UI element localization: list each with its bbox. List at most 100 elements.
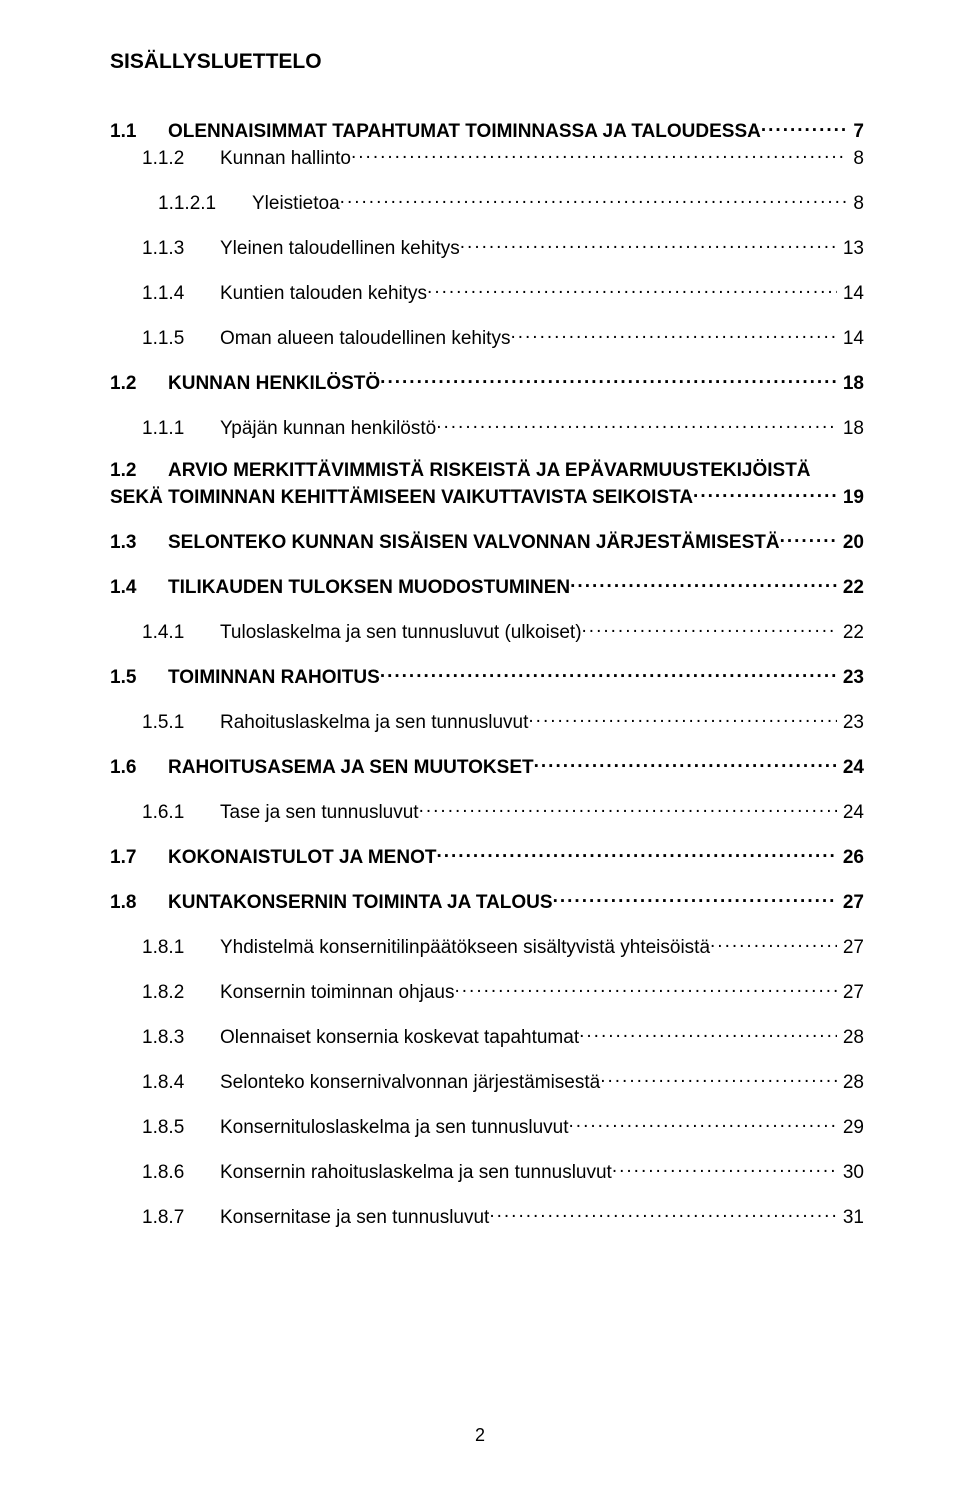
toc-leader-dots [340, 190, 848, 209]
toc-leader-dots [761, 118, 848, 137]
toc-entry: 1.2 ARVIO MERKITTÄVIMMISTÄ RISKEISTÄ JA … [110, 460, 864, 482]
toc-label: KUNNAN HENKILÖSTÖ [168, 373, 380, 395]
toc-leader-dots [427, 280, 837, 299]
toc-label: Yhdistelmä konsernitilinpäätökseen sisäl… [220, 937, 710, 959]
toc-pagenum: 26 [837, 847, 864, 869]
toc-entry: 1.5 TOIMINNAN RAHOITUS 23 [110, 664, 864, 689]
toc-pagenum: 18 [837, 373, 864, 395]
toc-leader-dots [489, 1204, 837, 1223]
toc-leader-dots [569, 1114, 837, 1133]
toc-leader-dots [351, 145, 847, 164]
toc-label: SELONTEKO KUNNAN SISÄISEN VALVONNAN JÄRJ… [168, 532, 780, 554]
toc-label: RAHOITUSASEMA JA SEN MUUTOKSET [168, 757, 534, 779]
toc-label: Yleinen taloudellinen kehitys [220, 238, 460, 260]
toc-label: Oman alueen taloudellinen kehitys [220, 328, 510, 350]
toc-pagenum: 19 [837, 487, 864, 509]
toc-leader-dots [436, 844, 836, 863]
toc-number: 1.8.6 [110, 1162, 220, 1184]
toc-leader-dots [534, 754, 837, 773]
toc-label: Rahoituslaskelma ja sen tunnusluvut [220, 712, 528, 734]
toc-label: SEKÄ TOIMINNAN KEHITTÄMISEEN VAIKUTTAVIS… [110, 487, 693, 509]
toc-pagenum: 27 [837, 937, 864, 959]
toc-number: 1.1 [110, 121, 168, 143]
toc-label: KOKONAISTULOT JA MENOT [168, 847, 436, 869]
toc-number: 1.2 [110, 460, 168, 482]
toc-number: 1.5.1 [110, 712, 220, 734]
toc-leader-dots [710, 934, 837, 953]
toc-leader-dots [582, 619, 837, 638]
toc-leader-dots [693, 484, 837, 503]
toc-entry: 1.8.5 Konsernituloslaskelma ja sen tunnu… [110, 1114, 864, 1139]
toc-entry: 1.1.2.1 Yleistietoa 8 [110, 190, 864, 215]
toc-pagenum: 24 [837, 802, 864, 824]
toc-leader-dots [570, 574, 837, 593]
toc-number: 1.4 [110, 577, 168, 599]
toc-label: Yleistietoa [252, 193, 340, 215]
toc-number: 1.8.3 [110, 1027, 220, 1049]
toc-entry: 1.6.1 Tase ja sen tunnusluvut 24 [110, 799, 864, 824]
toc-number: 1.8.1 [110, 937, 220, 959]
toc-leader-dots [510, 325, 836, 344]
toc-pagenum: 14 [837, 283, 864, 305]
toc-number: 1.8 [110, 892, 168, 914]
toc-number: 1.1.2.1 [110, 193, 252, 215]
toc-leader-dots [436, 415, 837, 434]
toc-label: Kuntien talouden kehitys [220, 283, 427, 305]
toc-label: Konsernin rahoituslaskelma ja sen tunnus… [220, 1162, 612, 1184]
toc-leader-dots [553, 889, 837, 908]
toc-pagenum: 23 [837, 712, 864, 734]
toc-entry: 1.8.1 Yhdistelmä konsernitilinpäätökseen… [110, 934, 864, 959]
toc-label: ARVIO MERKITTÄVIMMISTÄ RISKEISTÄ JA EPÄV… [168, 460, 811, 482]
toc-entry: 1.1.1 Ypäjän kunnan henkilöstö 18 [110, 415, 864, 440]
toc-leader-dots [528, 709, 836, 728]
toc-pagenum: 14 [837, 328, 864, 350]
toc-entry: 1.1.5 Oman alueen taloudellinen kehitys … [110, 325, 864, 350]
toc-pagenum: 7 [847, 121, 864, 143]
toc-entry: 1.3 SELONTEKO KUNNAN SISÄISEN VALVONNAN … [110, 529, 864, 554]
toc-number: 1.8.2 [110, 982, 220, 1004]
toc-leader-dots [460, 235, 837, 254]
toc-pagenum: 27 [837, 982, 864, 1004]
toc-pagenum: 23 [837, 667, 864, 689]
toc-label: TILIKAUDEN TULOKSEN MUODOSTUMINEN [168, 577, 570, 599]
toc-pagenum: 29 [837, 1117, 864, 1139]
toc-pagenum: 31 [837, 1207, 864, 1229]
toc-label: Ypäjän kunnan henkilöstö [220, 418, 436, 440]
toc-label: Olennaiset konsernia koskevat tapahtumat [220, 1027, 579, 1049]
toc-entry: 1.1 OLENNAISIMMAT TAPAHTUMAT TOIMINNASSA… [110, 118, 864, 143]
toc-number: 1.6 [110, 757, 168, 779]
toc-pagenum: 8 [847, 148, 864, 170]
toc-entry: 1.2 KUNNAN HENKILÖSTÖ 18 [110, 370, 864, 395]
toc-number: 1.4.1 [110, 622, 220, 644]
toc-pagenum: 24 [837, 757, 864, 779]
page-title: SISÄLLYSLUETTELO [110, 50, 864, 74]
toc-label: OLENNAISIMMAT TAPAHTUMAT TOIMINNASSA JA … [168, 121, 761, 143]
toc-pagenum: 28 [837, 1072, 864, 1094]
toc-label: Selonteko konsernivalvonnan järjestämise… [220, 1072, 600, 1094]
toc-entry-line2: SEKÄ TOIMINNAN KEHITTÄMISEEN VAIKUTTAVIS… [110, 484, 864, 509]
toc-number: 1.2 [110, 373, 168, 395]
toc-number: 1.1.5 [110, 328, 220, 350]
toc-pagenum: 22 [837, 577, 864, 599]
toc-entry: 1.4 TILIKAUDEN TULOKSEN MUODOSTUMINEN 22 [110, 574, 864, 599]
document-page: SISÄLLYSLUETTELO 1.1 OLENNAISIMMAT TAPAH… [0, 0, 960, 1486]
toc-number: 1.5 [110, 667, 168, 689]
toc-entry: 1.8.7 Konsernitase ja sen tunnusluvut 31 [110, 1204, 864, 1229]
toc-label: Konsernituloslaskelma ja sen tunnusluvut [220, 1117, 569, 1139]
toc-number: 1.1.1 [110, 418, 220, 440]
toc-entry: 1.8 KUNTAKONSERNIN TOIMINTA JA TALOUS 27 [110, 889, 864, 914]
toc-label: Kunnan hallinto [220, 148, 351, 170]
toc-entry: 1.8.4 Selonteko konsernivalvonnan järjes… [110, 1069, 864, 1094]
toc-pagenum: 13 [837, 238, 864, 260]
toc-leader-dots [419, 799, 837, 818]
toc-number: 1.8.5 [110, 1117, 220, 1139]
toc-leader-dots [780, 529, 837, 548]
toc-label: KUNTAKONSERNIN TOIMINTA JA TALOUS [168, 892, 553, 914]
toc-number: 1.7 [110, 847, 168, 869]
toc-leader-dots [455, 979, 837, 998]
toc-pagenum: 8 [847, 193, 864, 215]
toc-label: Tase ja sen tunnusluvut [220, 802, 419, 824]
toc-entry: 1.8.3 Olennaiset konsernia koskevat tapa… [110, 1024, 864, 1049]
toc-label: Tuloslaskelma ja sen tunnusluvut (ulkois… [220, 622, 582, 644]
toc-pagenum: 28 [837, 1027, 864, 1049]
